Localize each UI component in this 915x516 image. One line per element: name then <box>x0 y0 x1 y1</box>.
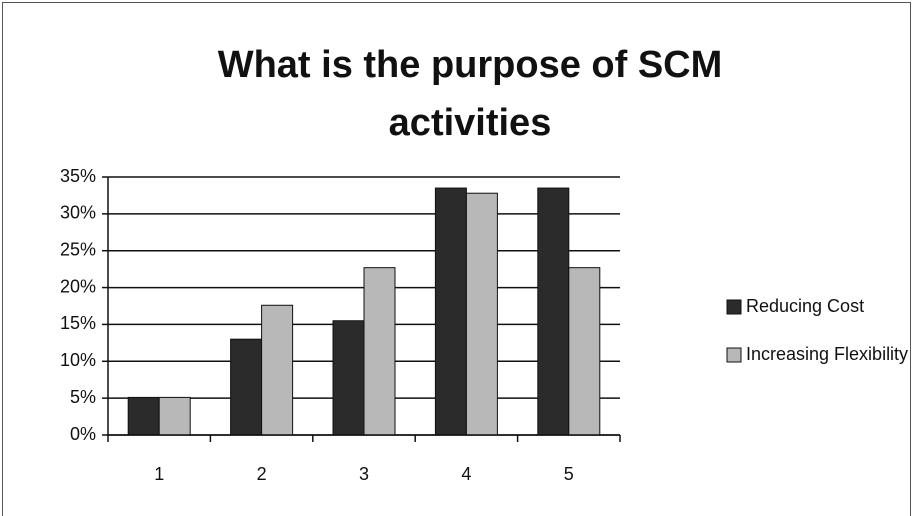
bar <box>261 304 294 436</box>
y-tick-label: 30% <box>60 203 96 223</box>
x-tick-label: 1 <box>154 464 164 484</box>
y-tick-label: 10% <box>60 350 96 370</box>
y-tick-label: 0% <box>70 424 96 444</box>
x-tick-label: 2 <box>257 464 267 484</box>
x-tick-label: 5 <box>564 464 574 484</box>
bar <box>363 267 396 436</box>
bar <box>127 396 160 436</box>
bar <box>332 320 365 436</box>
chart-title: What is the purpose of SCM activities <box>217 44 723 144</box>
y-tick-label: 35% <box>60 166 96 186</box>
x-tick-label: 4 <box>461 464 471 484</box>
legend-label: Increasing Flexibility <box>746 344 908 364</box>
y-tick-label: 15% <box>60 313 96 333</box>
y-tick-label: 5% <box>70 387 96 407</box>
bar <box>158 396 191 436</box>
bar <box>230 338 263 436</box>
legend-label: Reducing Cost <box>746 296 864 316</box>
y-tick-label: 25% <box>60 239 96 259</box>
bar <box>537 187 570 436</box>
bar <box>568 267 601 436</box>
legend-swatch <box>726 299 742 315</box>
y-tick-label: 20% <box>60 276 96 296</box>
legend-swatch <box>726 347 742 363</box>
bar <box>465 192 498 436</box>
bar <box>434 187 467 436</box>
x-tick-label: 3 <box>359 464 369 484</box>
